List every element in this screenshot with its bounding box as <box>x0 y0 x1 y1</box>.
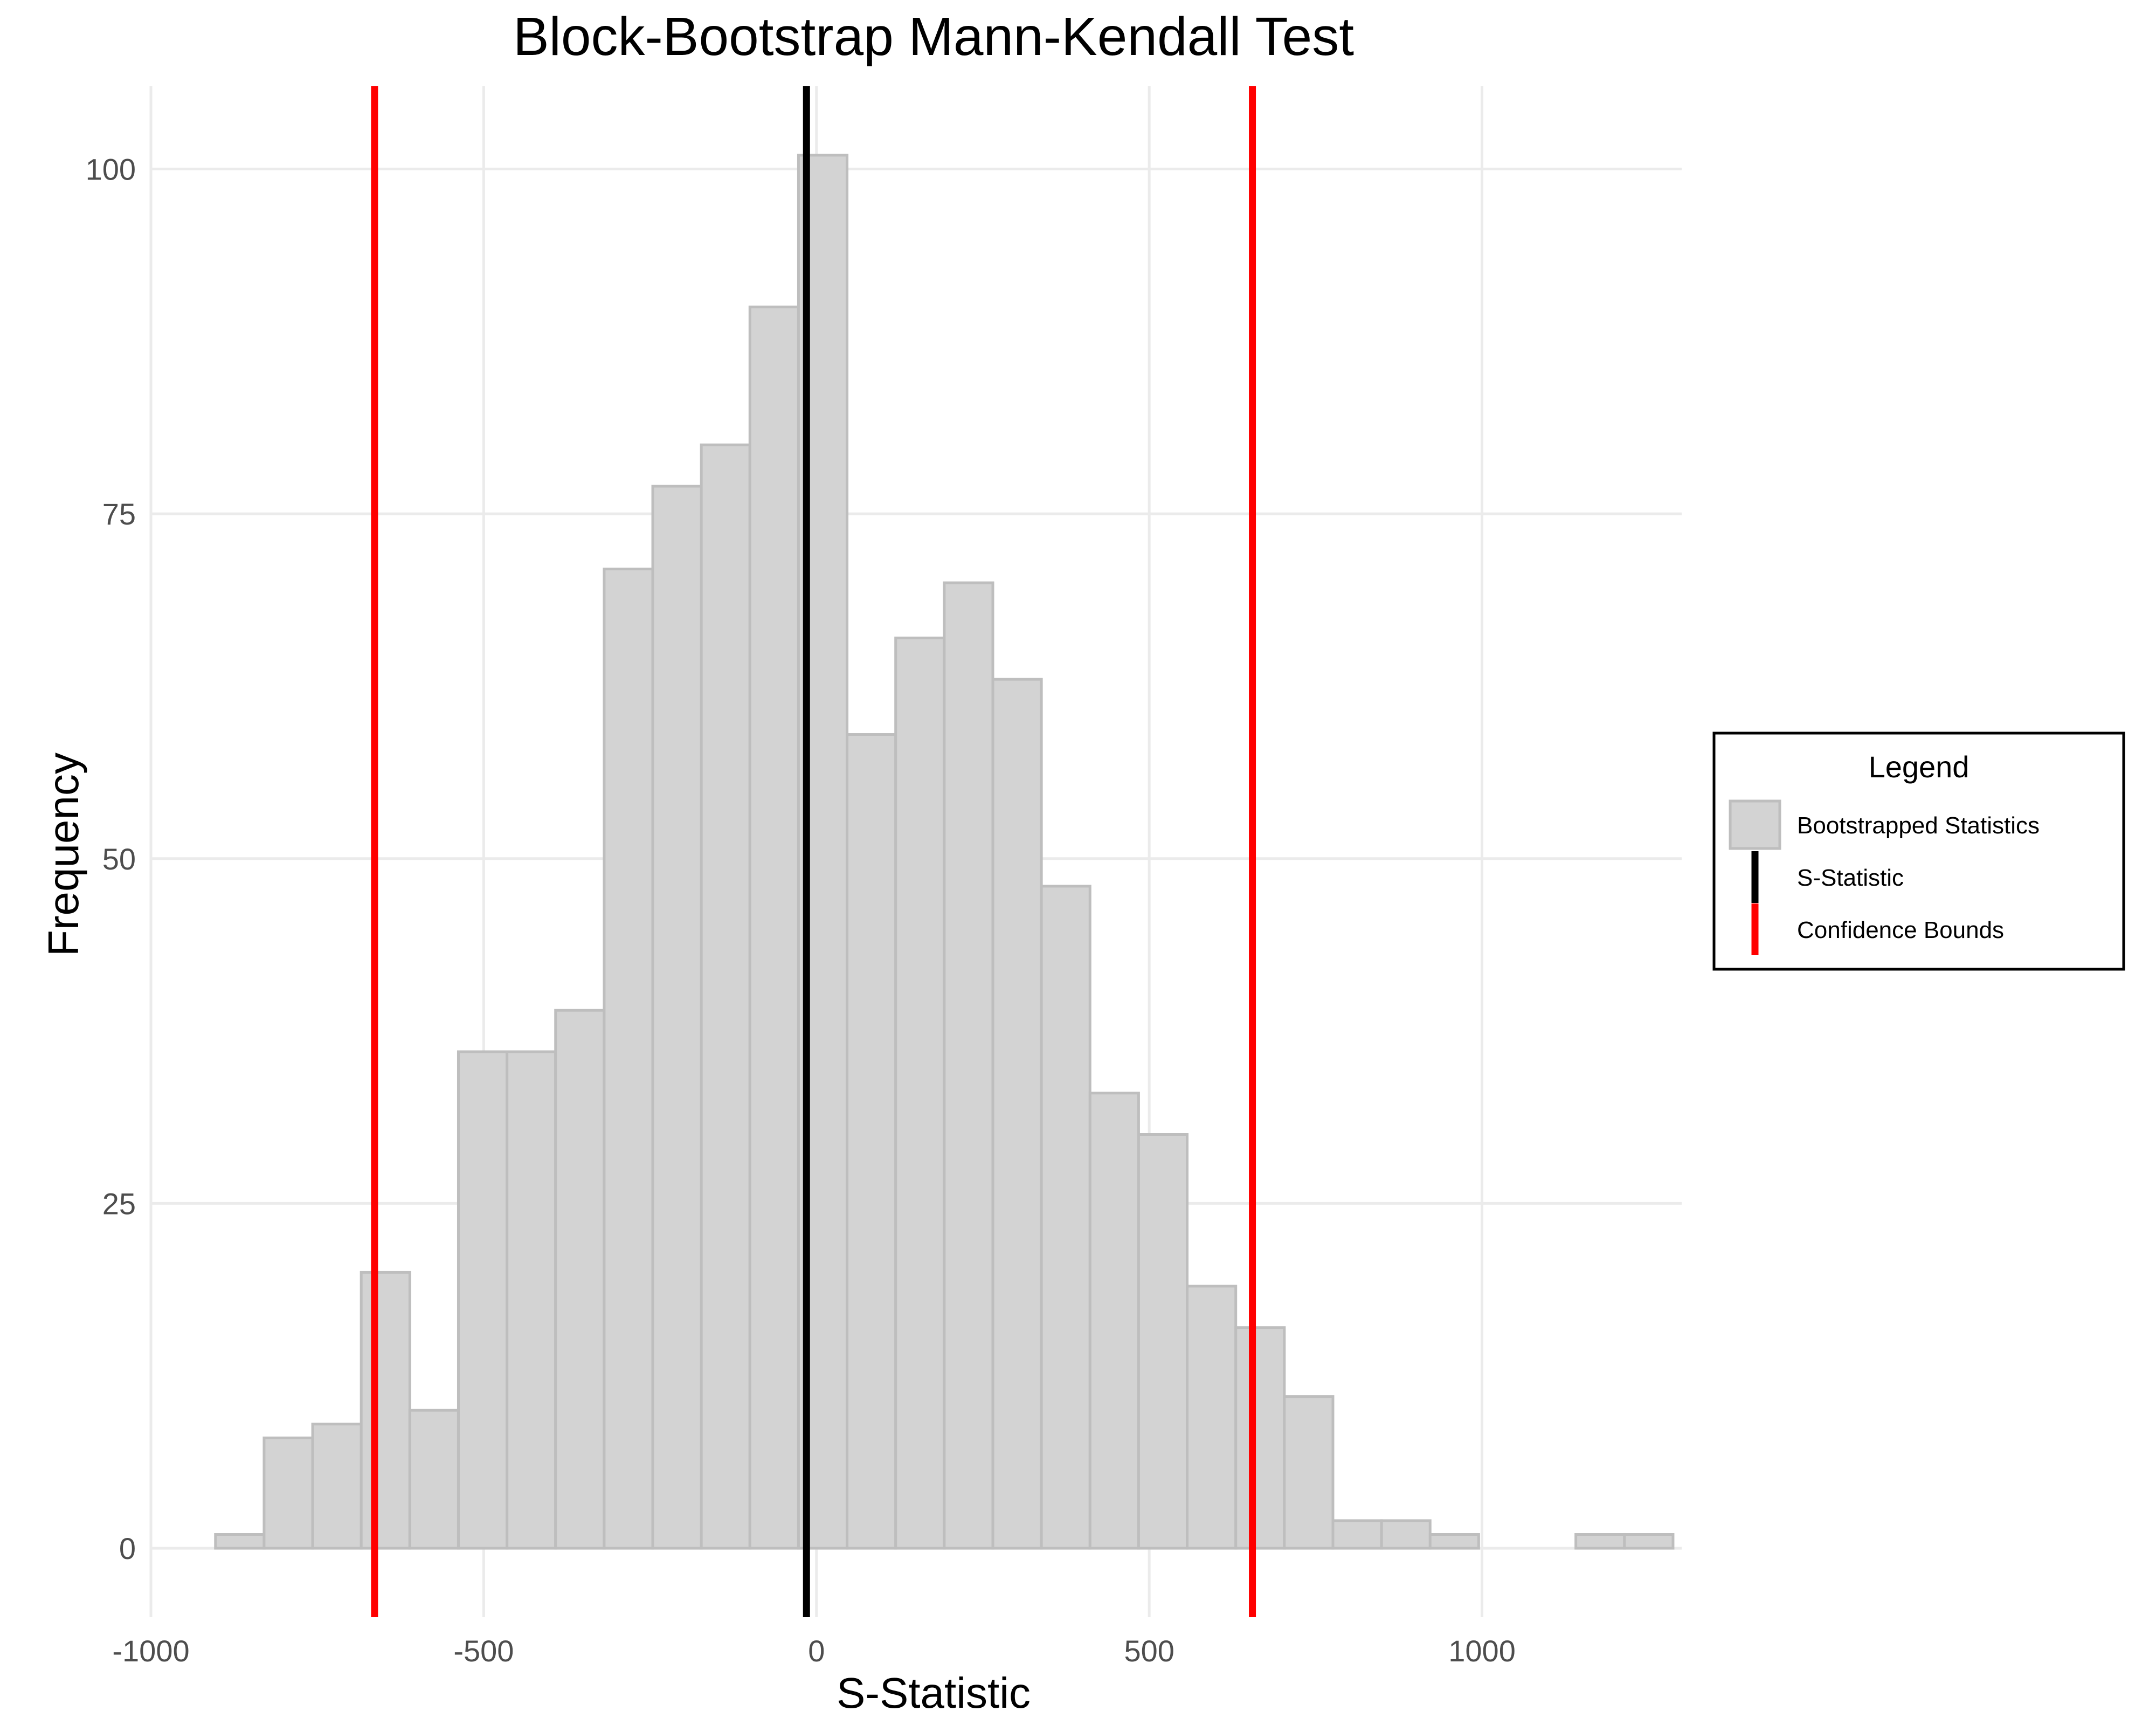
x-axis-title: S-Statistic <box>837 1669 1031 1717</box>
histogram-bar <box>1283 1395 1335 1550</box>
y-axis-title: Frequency <box>39 753 87 956</box>
y-tick-label: 0 <box>119 1531 136 1565</box>
histogram-bar <box>1380 1519 1432 1550</box>
histogram-bar <box>651 485 703 1550</box>
histogram-bar <box>1137 1133 1189 1550</box>
x-tick-label: 0 <box>808 1634 825 1668</box>
legend-entries: Bootstrapped Statistics S-Statistic Confid… <box>1729 799 2040 955</box>
tick-labels-layer: -1000 -500 0 500 1000 0 25 50 75 100 <box>86 153 1516 1668</box>
histogram-bar <box>894 636 946 1550</box>
bar-layer <box>214 154 1675 1550</box>
histogram-bar <box>408 1409 460 1550</box>
histogram-bar <box>1574 1533 1626 1550</box>
histogram-bar <box>311 1423 363 1550</box>
x-tick-label: 1000 <box>1448 1634 1516 1668</box>
histogram-bar <box>506 1050 557 1550</box>
legend-label: S-Statistic <box>1797 865 1904 891</box>
legend-title: Legend <box>1869 750 1970 784</box>
legend-label: Confidence Bounds <box>1797 917 2004 943</box>
histogram-bar <box>943 581 994 1550</box>
histogram-bar <box>748 305 800 1550</box>
histogram-bar <box>1331 1519 1383 1550</box>
y-tick-label: 75 <box>102 497 136 531</box>
x-tick-label: -500 <box>453 1634 514 1668</box>
histogram-bar <box>1623 1533 1675 1550</box>
histogram-bar <box>262 1436 314 1550</box>
legend-label: Bootstrapped Statistics <box>1797 812 2040 839</box>
histogram-bar <box>700 443 751 1550</box>
histogram-bar <box>1186 1285 1238 1550</box>
histogram-bar <box>214 1533 266 1550</box>
legend: Legend Bootstrapped Statistics S-Statisti… <box>1712 732 2125 971</box>
chart-title: Block-Bootstrap Mann-Kendall Test <box>513 6 1354 67</box>
histogram-bar <box>360 1271 411 1550</box>
y-tick-label: 50 <box>102 842 136 876</box>
histogram-bar <box>991 678 1043 1550</box>
histogram-bar <box>1088 1092 1140 1550</box>
histogram-bar <box>846 733 897 1550</box>
histogram-bar <box>1234 1326 1286 1550</box>
x-tick-label: -1000 <box>112 1634 189 1668</box>
histogram-bar <box>1428 1533 1480 1550</box>
y-tick-label: 25 <box>102 1186 136 1220</box>
histogram-bar <box>603 567 654 1550</box>
legend-key-bootstrapped <box>1729 799 1781 850</box>
histogram-bar <box>554 1009 606 1550</box>
x-tick-label: 500 <box>1124 1634 1174 1668</box>
histogram-bar <box>1040 885 1091 1550</box>
reference-lines-layer <box>371 86 1256 1617</box>
legend-box <box>1712 732 2125 971</box>
histogram-bar <box>457 1050 509 1550</box>
y-tick-label: 100 <box>86 153 136 187</box>
